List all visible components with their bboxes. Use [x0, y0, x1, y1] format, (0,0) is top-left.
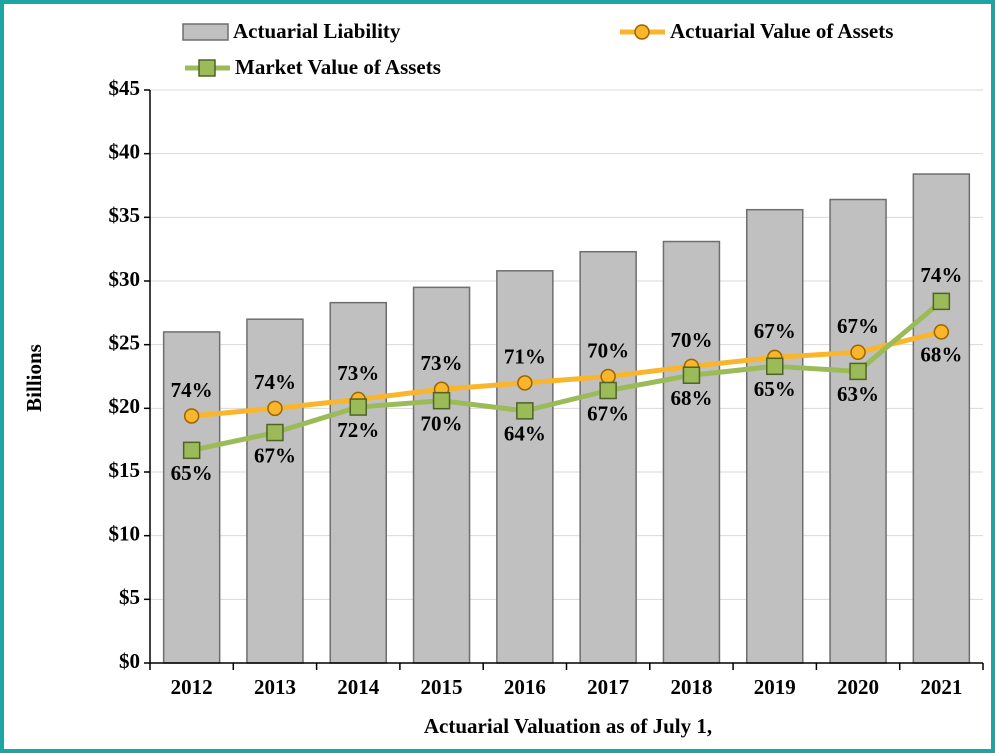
data-label: 70%: [670, 328, 712, 352]
x-axis-label: Actuarial Valuation as of July 1,: [424, 714, 712, 738]
data-label: 71%: [504, 345, 546, 369]
data-label: 65%: [754, 377, 796, 401]
legend-label: Actuarial Value of Assets: [670, 19, 893, 43]
marker: [182, 441, 201, 460]
marker: [766, 357, 784, 376]
marker: [850, 344, 866, 361]
y-tick-label: $0: [119, 649, 140, 673]
line: [191, 329, 942, 419]
data-label: 68%: [670, 386, 712, 410]
marker: [432, 391, 451, 410]
marker: [183, 408, 200, 424]
legend-swatch: [182, 23, 229, 41]
y-tick-label: $15: [109, 458, 141, 482]
bar: [412, 286, 471, 664]
marker: [682, 366, 701, 384]
y-tick-label: $35: [109, 203, 141, 227]
y-tick-label: $40: [109, 139, 141, 163]
x-tick-label: 2020: [837, 675, 879, 699]
marker: [267, 400, 283, 417]
data-label: 67%: [754, 319, 796, 343]
bar: [746, 208, 804, 664]
data-label: 70%: [421, 412, 463, 436]
x-tick-label: 2012: [171, 675, 213, 699]
x-tick-label: 2015: [421, 675, 463, 699]
x-tick-label: 2014: [337, 675, 380, 699]
x-tick-label: 2019: [754, 675, 796, 699]
data-label: 65%: [171, 461, 213, 485]
marker: [932, 292, 951, 311]
marker: [600, 368, 616, 385]
data-label: 73%: [337, 361, 379, 385]
bar: [246, 318, 304, 664]
y-tick-label: $30: [109, 267, 141, 291]
x-tick-label: 2018: [670, 675, 712, 699]
marker: [516, 402, 534, 420]
data-label: 74%: [254, 370, 296, 394]
bar: [162, 331, 221, 664]
data-label: 74%: [920, 263, 962, 287]
data-label: 73%: [421, 351, 463, 375]
marker: [349, 398, 367, 416]
y-tick-label: $10: [109, 521, 141, 545]
data-label: 74%: [171, 378, 213, 402]
line: [191, 299, 943, 453]
data-label: 64%: [504, 422, 546, 446]
data-label: 67%: [837, 314, 879, 338]
marker: [599, 381, 617, 400]
y-axis-label: Billions: [22, 344, 46, 412]
legend-label: Market Value of Assets: [235, 55, 441, 79]
bar: [579, 250, 637, 664]
data-label: 67%: [254, 443, 296, 467]
marker: [849, 362, 867, 381]
x-tick-label: 2017: [587, 675, 629, 699]
data-label: 68%: [920, 343, 962, 367]
y-tick-label: $45: [109, 76, 141, 100]
data-label: 67%: [587, 401, 629, 425]
data-label: 72%: [337, 418, 379, 442]
bar: [496, 270, 554, 664]
x-tick-label: 2016: [504, 675, 546, 699]
y-tick-label: $20: [109, 394, 141, 418]
marker: [266, 423, 284, 442]
marker: [517, 375, 533, 391]
bar: [912, 173, 971, 664]
legend-marker: [634, 24, 650, 40]
bar: [329, 301, 387, 664]
marker: [933, 324, 950, 340]
x-tick-label: 2013: [254, 675, 296, 699]
legend-marker: [198, 59, 216, 77]
legend-label: Actuarial Liability: [233, 19, 401, 43]
data-label: 70%: [587, 338, 629, 362]
y-tick-label: $5: [119, 585, 140, 609]
bar: [662, 240, 721, 664]
data-label: 63%: [837, 382, 879, 406]
y-tick-label: $25: [109, 330, 141, 354]
bar: [829, 198, 887, 664]
x-tick-label: 2021: [920, 675, 962, 699]
